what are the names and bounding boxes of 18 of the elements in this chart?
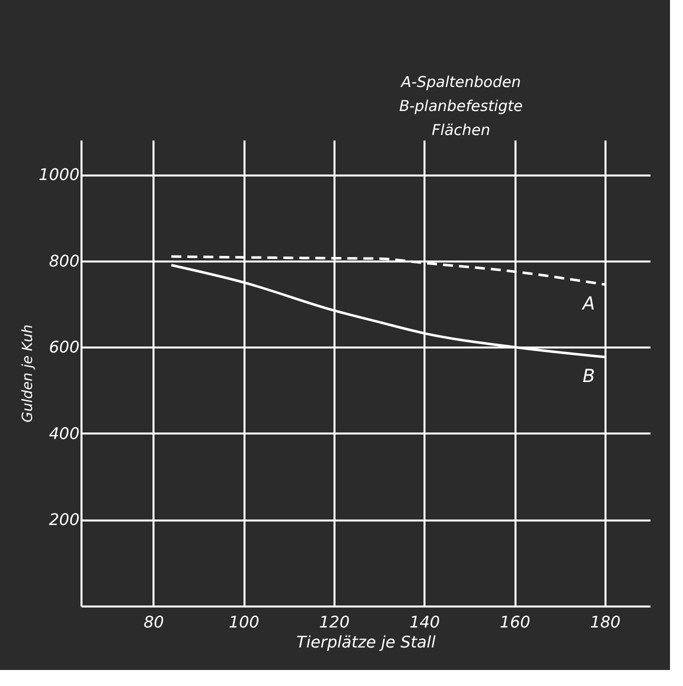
series-label: B <box>582 366 596 388</box>
x-tick-label: 160 <box>500 612 530 632</box>
text: B-planbefestigte <box>399 97 523 115</box>
x-tick-label: 140 <box>409 612 440 632</box>
series-label: A <box>582 294 596 315</box>
text: A-Spaltenboden <box>400 73 521 91</box>
x-tick-label: 80 <box>144 612 164 632</box>
x-tick-label: 100 <box>228 612 260 632</box>
y-tick-label: 400 <box>48 424 80 443</box>
y-tick-label: 200 <box>48 510 80 530</box>
x-tick-label: 120 <box>319 612 350 632</box>
y-tick-label: 800 <box>48 251 80 270</box>
x-tick-label: 180 <box>590 612 621 632</box>
y-axis-title: Gulden je Kuh <box>20 324 36 422</box>
text: Flächen <box>432 121 490 139</box>
y-tick-label: 600 <box>48 338 80 357</box>
y-tick-label: 1000 <box>38 165 80 184</box>
x-axis-title: Tierplätze je Stall <box>296 632 436 652</box>
